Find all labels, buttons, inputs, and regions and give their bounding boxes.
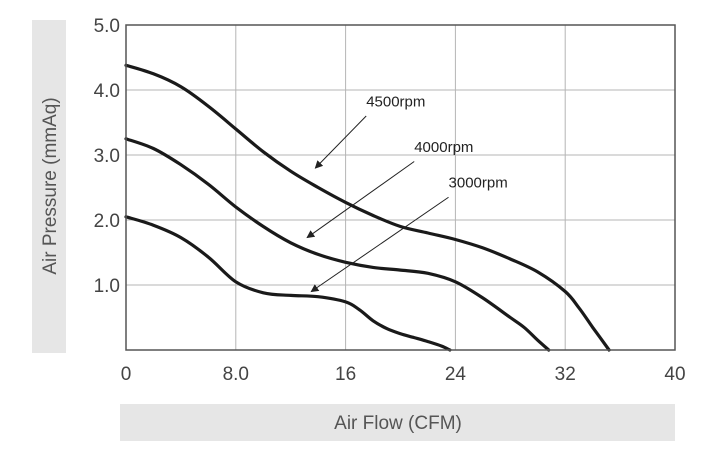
- annotations: 4500rpm 4000rpm 3000rpm: [306, 93, 508, 293]
- tick-labels: 0 8.0 16 24 32 40 1.0 2.0 3.0 4.0 5.0: [94, 16, 686, 385]
- plot-frame: [125, 24, 676, 351]
- annotation-arrow: [306, 161, 415, 239]
- y-tick-label: 4.0: [94, 81, 120, 102]
- x-axis-title: Air Flow (CFM): [334, 413, 462, 434]
- x-axis-title-bg: [120, 404, 675, 441]
- annotation-label-4000rpm: 4000rpm: [414, 139, 473, 156]
- annotation-label-4500rpm: 4500rpm: [366, 93, 425, 110]
- series-line-4500rpm: [124, 63, 611, 352]
- x-tick-label: 40: [664, 364, 685, 385]
- x-tick-label: 0: [121, 364, 132, 385]
- series-lines: [124, 63, 611, 352]
- y-tick-label: 5.0: [94, 16, 120, 37]
- annotation-label-3000rpm: 3000rpm: [449, 175, 508, 192]
- y-axis-title-bg: [32, 20, 66, 353]
- x-tick-label: 24: [445, 364, 467, 385]
- y-axis-title: Air Pressure (mmAq): [40, 97, 61, 274]
- x-tick-label: 8.0: [223, 364, 249, 385]
- x-tick-label: 16: [335, 364, 356, 385]
- annotation-arrow: [310, 196, 449, 293]
- y-tick-label: 2.0: [94, 211, 120, 232]
- y-tick-label: 1.0: [94, 276, 120, 297]
- series-line-4000rpm: [124, 137, 551, 352]
- series-line-3000rpm: [124, 215, 452, 352]
- grid-lines: [126, 25, 675, 350]
- x-tick-label: 32: [555, 364, 576, 385]
- y-tick-label: 3.0: [94, 146, 120, 167]
- annotation-arrow: [314, 115, 367, 169]
